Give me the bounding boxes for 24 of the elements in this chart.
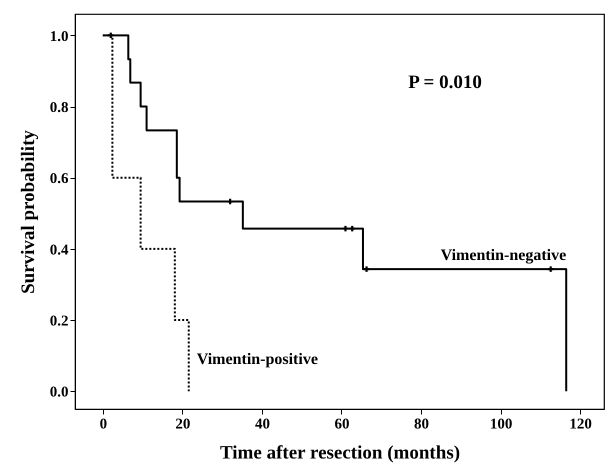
x-axis-title: Time after resection (months)	[220, 442, 460, 464]
point	[227, 198, 233, 204]
x-tick-label: 40	[254, 416, 270, 432]
point	[349, 226, 355, 232]
x-tick-label: 60	[334, 416, 350, 432]
series-label: Vimentin-negative	[440, 247, 566, 264]
x-tick-label: 100	[490, 416, 512, 432]
point	[108, 32, 114, 38]
y-axis-title: Survival probability	[18, 130, 39, 294]
point	[364, 266, 370, 272]
y-tick-label: 0.2	[50, 314, 68, 330]
y-tick-label: 0.6	[50, 171, 69, 188]
y-tick-label: 0.4	[50, 242, 69, 258]
y-tick-label: 0.0	[50, 384, 68, 401]
point	[548, 266, 554, 272]
annotation: P = 0.010	[408, 72, 482, 93]
x-tick-label: 120	[569, 416, 592, 432]
x-tick-label: 0	[100, 416, 108, 432]
point	[342, 226, 348, 232]
x-tick-label: 80	[414, 416, 430, 432]
y-tick-label: 1.0	[50, 28, 68, 45]
series-label: Vimentin-positive	[196, 351, 318, 368]
y-tick-label: 0.8	[50, 100, 68, 116]
x-tick-label: 20	[175, 416, 190, 432]
